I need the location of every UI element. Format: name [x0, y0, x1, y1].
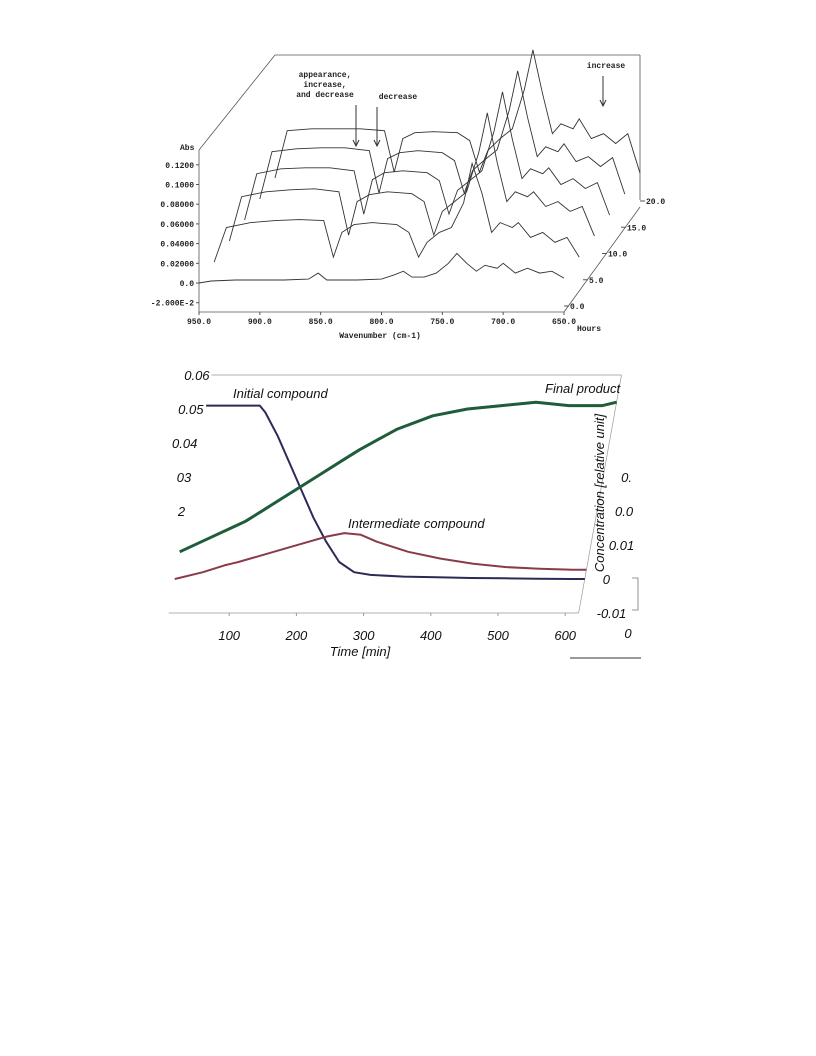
arrow-head	[373, 139, 381, 148]
figure-1-frame	[198, 54, 641, 313]
x-tick-label: 300	[353, 628, 375, 643]
x-axis-label: Wavenumber (cm-1)	[339, 332, 421, 341]
arrow-head	[599, 99, 607, 108]
annotation: increase	[587, 62, 626, 71]
z-tick-label: 0.0	[570, 303, 585, 312]
y-tick-label: 0.0	[180, 280, 195, 289]
x-axis-label: Time [min]	[330, 644, 391, 659]
y-tick-label: 03	[177, 470, 192, 485]
annotation: decrease	[379, 93, 418, 102]
x-tick-label: 600	[554, 628, 576, 643]
z-tick-label: 15.0	[627, 224, 646, 233]
z-tick-label: 10.0	[608, 251, 627, 260]
spectrum	[228, 112, 595, 242]
z-tick-label: 5.0	[589, 277, 604, 286]
x-tick-label: 650.0	[552, 318, 576, 327]
frame-edge	[578, 374, 622, 614]
bracket	[632, 577, 639, 611]
y2-tick-label: -0.01	[597, 606, 627, 621]
y-tick-label: 0.04	[172, 436, 197, 451]
y-tick-label: 0.05	[178, 402, 204, 417]
x-tick-label: 850.0	[309, 318, 333, 327]
y-axis-label: Abs	[180, 144, 195, 153]
y2-tick-label: 0.	[621, 470, 632, 485]
x-tick-label: 500	[487, 628, 509, 643]
frame-edge	[198, 54, 276, 151]
z-axis-label: Hours	[577, 325, 601, 334]
spectrum	[259, 70, 626, 200]
x-tick-label: 400	[420, 628, 442, 643]
annotation: increase,	[303, 81, 346, 90]
depth-tick-label: 0	[624, 626, 632, 641]
y-tick-label: 0.02000	[160, 260, 194, 269]
y-tick-label: 0.06000	[160, 221, 194, 230]
series-label: Intermediate compound	[348, 516, 485, 531]
spectrum	[213, 161, 580, 263]
series-label: Initial compound	[233, 386, 328, 401]
y-tick-label: 0.1000	[165, 182, 194, 191]
x-tick-label: 200	[285, 628, 308, 643]
spectrum	[244, 91, 611, 221]
y-tick-label: 0.1200	[165, 162, 194, 171]
y-tick-label: 0.04000	[160, 241, 194, 250]
z-tick-label: 20.0	[646, 198, 665, 207]
arrow-head	[352, 139, 360, 148]
y-tick-label: -2.000E-2	[151, 300, 194, 309]
x-tick-label: 800.0	[369, 318, 393, 327]
figure-2-extra	[570, 577, 641, 659]
x-tick-label: 950.0	[187, 318, 211, 327]
annotation: and decrease	[296, 91, 354, 100]
x-tick-label: 100	[218, 628, 240, 643]
series-line	[174, 532, 587, 580]
y-tick-label: 0.08000	[160, 201, 194, 210]
spectrum	[198, 252, 565, 284]
series-line	[179, 400, 617, 554]
y-tick-label: 2	[177, 504, 186, 519]
y2-tick-label: 0.0	[615, 504, 634, 519]
y2-tick-label: 0.01	[609, 538, 634, 553]
y-axis-label: Concentration [relative unit]	[592, 413, 607, 572]
y-tick-label: 0.06	[184, 368, 210, 383]
series-line	[206, 404, 585, 580]
x-tick-label: 900.0	[248, 318, 272, 327]
x-tick-label: 700.0	[491, 318, 515, 327]
y2-tick-label: 0	[603, 572, 611, 587]
annotation: appearance,	[299, 71, 352, 80]
z-axis	[563, 206, 641, 313]
series-label: Final product	[545, 381, 622, 396]
x-tick-label: 750.0	[430, 318, 454, 327]
spectrum	[274, 49, 641, 179]
